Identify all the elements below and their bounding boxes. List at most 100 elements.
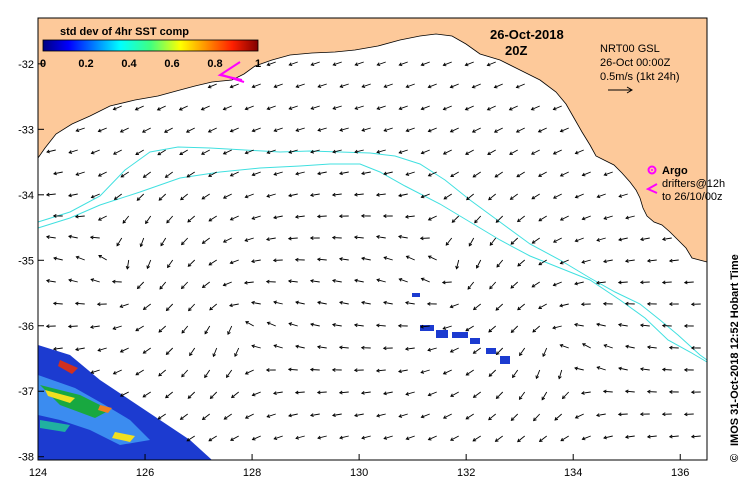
- current-arrow: [112, 325, 122, 330]
- current-arrow: [618, 237, 628, 242]
- current-arrow: [552, 193, 562, 199]
- current-arrow: [89, 325, 100, 329]
- colorbar-tick-label: 0.8: [207, 58, 222, 70]
- current-arrow: [376, 105, 386, 110]
- current-arrow: [331, 367, 342, 372]
- current-arrow: [509, 149, 518, 155]
- current-arrow: [201, 193, 210, 200]
- contour-shelf-2: [37, 163, 708, 363]
- current-arrow: [427, 391, 437, 397]
- current-arrow: [487, 149, 496, 155]
- current-arrow: [518, 391, 526, 400]
- colorbar-tick-label: 1: [255, 58, 261, 70]
- current-arrow: [405, 391, 415, 396]
- current-arrow: [683, 324, 694, 328]
- current-arrow: [690, 302, 701, 307]
- current-arrow: [488, 193, 497, 201]
- current-arrow: [229, 303, 239, 308]
- current-arrow: [517, 259, 526, 267]
- current-arrow: [97, 127, 107, 133]
- current-arrow: [541, 391, 548, 401]
- current-arrow: [266, 193, 276, 198]
- current-arrow: [596, 322, 606, 327]
- current-arrow: [165, 391, 174, 399]
- current-arrow: [167, 259, 174, 269]
- current-arrow: [245, 321, 254, 327]
- current-arrow: [552, 325, 562, 330]
- current-arrow: [158, 325, 167, 333]
- current-arrow: [89, 235, 100, 240]
- current-arrow: [52, 213, 63, 218]
- y-tick-label: -38: [18, 452, 34, 464]
- current-arrow: [136, 193, 145, 201]
- current-arrow: [229, 127, 239, 133]
- current-arrow: [288, 413, 298, 418]
- current-arrow: [185, 127, 195, 133]
- current-arrow: [294, 257, 305, 262]
- current-arrow: [405, 255, 415, 261]
- current-arrow: [465, 413, 474, 420]
- current-arrow: [222, 193, 232, 199]
- current-arrow: [53, 256, 63, 261]
- current-arrow: [557, 369, 563, 380]
- current-arrow: [243, 280, 254, 285]
- current-arrow: [52, 346, 63, 351]
- current-arrow: [376, 278, 386, 283]
- current-arrow: [295, 127, 305, 132]
- current-arrow: [360, 390, 371, 395]
- current-arrow: [542, 347, 548, 358]
- sst-data-patch: [38, 345, 212, 460]
- current-arrow: [581, 171, 591, 177]
- current-arrow: [145, 215, 152, 225]
- current-arrow: [201, 281, 211, 289]
- current-arrow: [427, 127, 437, 133]
- current-arrow: [158, 193, 167, 201]
- current-arrow: [354, 149, 364, 154]
- current-arrow: [179, 149, 188, 156]
- current-arrow: [472, 303, 482, 311]
- current-arrow: [596, 237, 606, 242]
- current-arrow: [494, 171, 503, 178]
- current-arrow: [142, 303, 151, 310]
- current-arrow: [495, 303, 504, 311]
- current-arrow: [339, 127, 349, 132]
- current-arrow: [512, 369, 519, 379]
- current-arrow: [625, 344, 635, 349]
- current-arrow: [244, 149, 254, 155]
- current-arrow: [405, 127, 415, 133]
- current-arrow: [178, 105, 188, 111]
- current-arrow: [581, 343, 591, 349]
- current-arrow: [618, 366, 628, 371]
- current-arrow: [187, 259, 196, 267]
- current-arrow: [420, 105, 430, 111]
- current-arrow: [204, 325, 211, 335]
- current-arrow: [398, 413, 408, 418]
- current-arrow: [375, 192, 386, 197]
- current-arrow: [383, 83, 393, 89]
- current-arrow: [339, 171, 349, 176]
- current-arrow: [398, 61, 408, 67]
- current-arrow: [229, 83, 239, 89]
- current-arrow: [420, 369, 430, 374]
- current-arrow: [383, 127, 393, 132]
- current-arrow: [316, 257, 327, 262]
- current-arrow: [74, 214, 85, 219]
- current-arrow: [420, 277, 430, 283]
- colorbar-tick-label: 0.2: [78, 58, 93, 70]
- current-arrow: [495, 215, 504, 223]
- current-arrow: [46, 149, 56, 154]
- current-arrow: [68, 234, 78, 239]
- current-arrow: [661, 237, 672, 241]
- current-arrow: [683, 280, 694, 285]
- current-arrow: [309, 413, 320, 418]
- current-arrow: [405, 435, 415, 441]
- current-arrow: [265, 279, 276, 284]
- current-arrow: [464, 105, 474, 111]
- x-tick-label: 130: [350, 467, 368, 479]
- current-arrow: [90, 278, 100, 283]
- current-arrow: [467, 281, 475, 290]
- current-arrow: [427, 435, 437, 441]
- current-arrow: [288, 193, 298, 198]
- current-arrow: [181, 369, 189, 378]
